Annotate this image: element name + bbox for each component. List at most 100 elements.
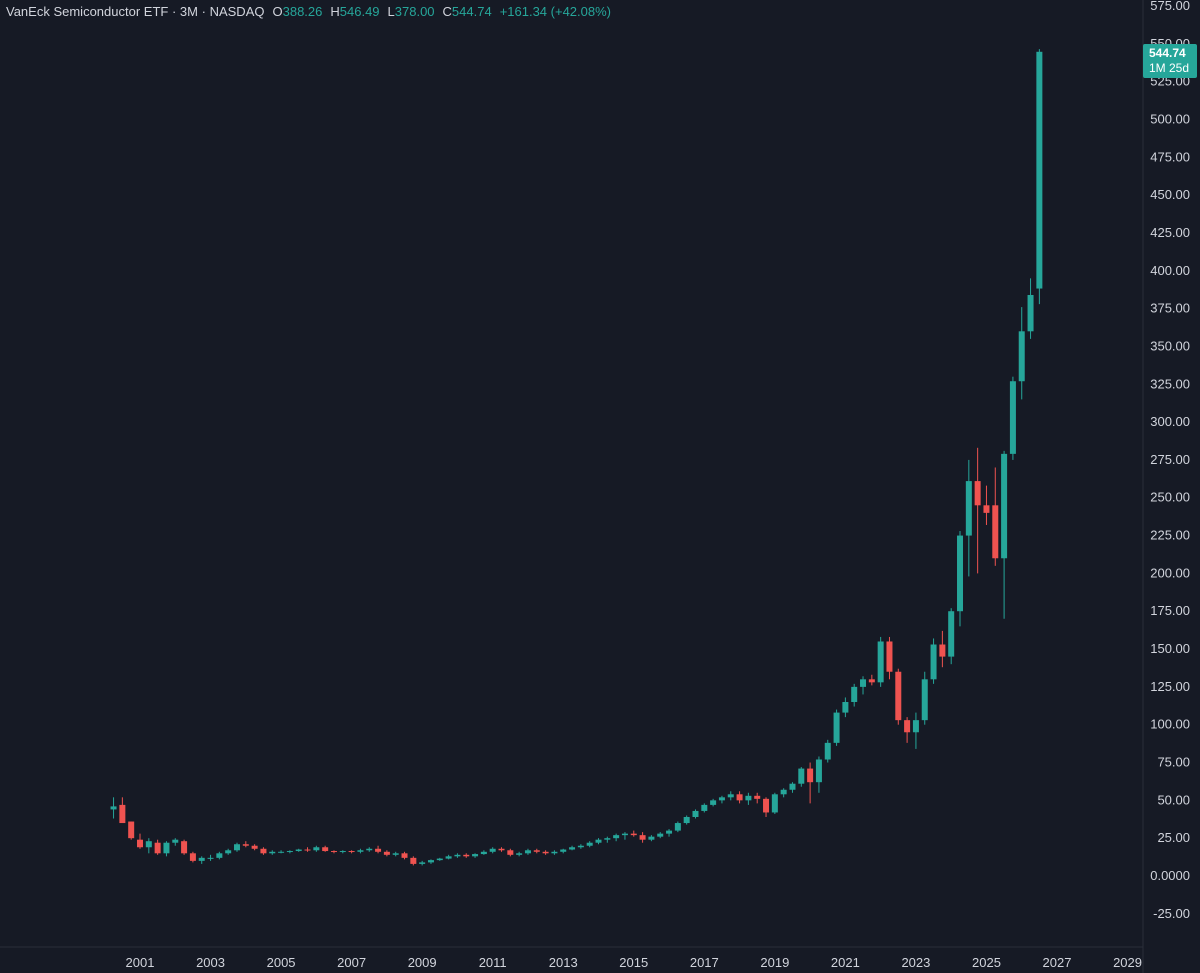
candle-body xyxy=(745,795,752,801)
candle-body xyxy=(339,851,346,853)
candle xyxy=(110,797,117,819)
candle-body xyxy=(983,505,990,513)
candle-body xyxy=(710,800,717,805)
candle-body xyxy=(507,850,514,855)
candle xyxy=(1036,49,1043,305)
ohlc-low: L378.00 xyxy=(387,4,435,19)
candle xyxy=(480,850,487,855)
candle xyxy=(154,839,161,855)
y-tick-label: 350.00 xyxy=(1150,338,1190,353)
candle xyxy=(560,848,567,854)
candle-body xyxy=(348,851,355,853)
candle-body xyxy=(172,839,179,843)
candle xyxy=(436,857,443,861)
y-tick-label: 425.00 xyxy=(1150,225,1190,240)
candle xyxy=(595,838,602,845)
candle xyxy=(851,683,858,707)
candle xyxy=(401,851,408,860)
y-tick-label: 300.00 xyxy=(1150,414,1190,429)
ohlc-high: H546.49 xyxy=(330,4,380,19)
candle-body xyxy=(877,641,884,683)
x-tick-label: 2017 xyxy=(690,955,719,970)
candle-body xyxy=(727,794,734,798)
candle xyxy=(912,712,919,749)
candle xyxy=(119,797,126,824)
y-tick-label: 450.00 xyxy=(1150,187,1190,202)
candle xyxy=(939,630,946,668)
candle-body xyxy=(366,848,373,851)
candle-body xyxy=(630,833,637,836)
candle-body xyxy=(701,804,708,811)
candle xyxy=(233,842,240,852)
candle-body xyxy=(163,842,170,854)
candle-body xyxy=(260,848,267,854)
candle xyxy=(330,850,337,854)
candle-body xyxy=(807,768,814,783)
candle xyxy=(507,848,514,857)
time-axis[interactable]: 2001 2003 2005 2007 2009 2011 2013 2015 2017 2019… xyxy=(126,955,1142,970)
candle xyxy=(128,821,135,840)
candle xyxy=(410,856,417,866)
candle xyxy=(957,531,964,627)
y-tick-label: 475.00 xyxy=(1150,149,1190,164)
candle-body xyxy=(992,505,999,559)
candle xyxy=(965,459,972,577)
x-tick-label: 2023 xyxy=(901,955,930,970)
y-tick-label: 400.00 xyxy=(1150,263,1190,278)
candle-body xyxy=(154,842,161,854)
candle xyxy=(1027,278,1034,339)
exchange-label: NASDAQ xyxy=(209,4,265,19)
candle xyxy=(489,847,496,854)
candle-body xyxy=(595,839,602,843)
candle xyxy=(427,859,434,864)
candle-body xyxy=(886,641,893,672)
ohlc-open: O388.26 xyxy=(272,4,323,19)
candle-body xyxy=(674,823,681,831)
candle xyxy=(621,832,628,840)
candle xyxy=(216,851,223,860)
candle-body xyxy=(383,851,390,855)
candle-body xyxy=(621,833,628,836)
candle-body xyxy=(815,759,822,783)
y-tick-label: 275.00 xyxy=(1150,452,1190,467)
y-tick-label: 125.00 xyxy=(1150,679,1190,694)
candle xyxy=(807,762,814,804)
y-tick-label: 200.00 xyxy=(1150,565,1190,580)
candle xyxy=(754,792,761,804)
candle-body xyxy=(410,857,417,864)
candle xyxy=(419,860,426,866)
y-tick-label: 75.00 xyxy=(1157,755,1190,770)
candle-body xyxy=(560,849,567,852)
candle xyxy=(251,844,258,851)
x-tick-label: 2029 xyxy=(1113,955,1142,970)
candle xyxy=(718,795,725,804)
candle xyxy=(860,676,867,695)
candle xyxy=(895,668,902,725)
y-tick-label: 0.0000 xyxy=(1150,868,1190,883)
candle-body xyxy=(1027,294,1034,332)
change-value: +161.34 (+42.08%) xyxy=(499,4,611,19)
candle-body xyxy=(736,794,743,801)
candle-body xyxy=(489,848,496,852)
candle xyxy=(375,845,382,854)
candle-body xyxy=(480,851,487,855)
candle xyxy=(736,791,743,804)
candle xyxy=(930,638,937,684)
candle xyxy=(181,839,188,855)
y-tick-label: 575.00 xyxy=(1150,0,1190,13)
candle-body xyxy=(375,848,382,852)
candle-body xyxy=(798,768,805,784)
y-tick-label: 500.00 xyxy=(1150,111,1190,126)
x-tick-label: 2019 xyxy=(760,955,789,970)
candle xyxy=(666,829,673,837)
candle-body xyxy=(233,844,240,851)
candle-body xyxy=(542,851,549,854)
candle-body xyxy=(286,851,293,853)
candle xyxy=(163,841,170,857)
candle xyxy=(472,853,479,858)
price-axis[interactable]: 575.00550.00525.00500.00475.00450.00425.… xyxy=(1150,0,1190,921)
candle-body xyxy=(516,853,523,855)
candle xyxy=(1018,307,1025,400)
candle-body xyxy=(1001,453,1008,559)
